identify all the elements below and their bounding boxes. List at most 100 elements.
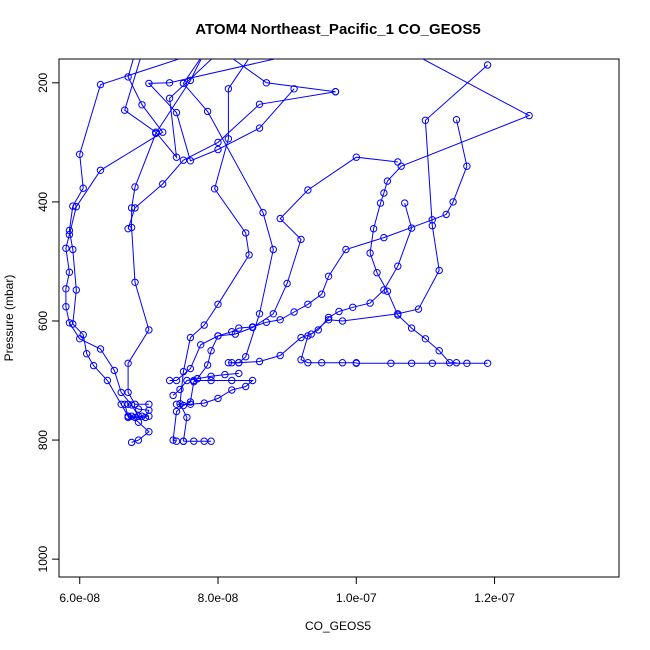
series-line [172, 119, 468, 442]
x-axis-label: CO_GEOS5 [305, 619, 371, 633]
data-point [463, 359, 471, 367]
data-point [373, 269, 381, 277]
data-point [138, 412, 146, 420]
data-point [194, 50, 200, 56]
data-point [214, 138, 222, 147]
data-point [290, 308, 298, 316]
data-point [183, 413, 191, 422]
data-point [134, 436, 143, 444]
series-line [369, 59, 531, 364]
x-tick-label: 6.0e-08 [59, 591, 100, 605]
data-point [290, 85, 298, 93]
data-point [172, 153, 181, 161]
data-point [463, 162, 471, 170]
data-point [69, 245, 77, 254]
data-point [210, 185, 219, 193]
data-point [269, 245, 277, 254]
data-point [297, 235, 305, 244]
data-point [401, 199, 409, 207]
data-point [259, 208, 267, 217]
data-point [176, 385, 184, 394]
data-point [483, 61, 492, 69]
data-point [298, 50, 304, 56]
data-point [172, 407, 181, 416]
data-point [62, 285, 70, 293]
data-point [245, 251, 253, 259]
data-point [124, 413, 132, 422]
data-point [214, 394, 222, 403]
data-point [525, 111, 533, 120]
data-point [435, 347, 443, 355]
data-point [203, 107, 212, 116]
data-point [76, 150, 84, 159]
series-11 [169, 116, 471, 445]
series-line [232, 59, 336, 93]
data-point [376, 199, 385, 207]
data-point [124, 388, 132, 397]
data-point [262, 79, 271, 87]
data-point [242, 353, 250, 361]
data-point [242, 229, 250, 237]
data-point [172, 400, 181, 408]
x-tick-label: 8.0e-08 [198, 591, 239, 605]
data-point [324, 316, 333, 324]
data-point [394, 158, 402, 166]
data-point [131, 278, 139, 286]
data-point [248, 323, 257, 332]
data-point [169, 436, 177, 444]
data-point [214, 145, 222, 154]
data-point [165, 94, 174, 103]
data-point [449, 198, 457, 206]
data-point [190, 437, 198, 445]
data-point [132, 50, 138, 56]
data-point [134, 418, 143, 426]
y-tick-label: 800 [36, 430, 50, 450]
data-point [445, 359, 454, 367]
data-point [235, 369, 243, 378]
data-point [428, 222, 436, 230]
y-tick-label: 1000 [36, 545, 50, 572]
series-12 [165, 153, 402, 385]
series-4 [176, 59, 253, 445]
data-point [79, 184, 87, 192]
series-17 [172, 376, 257, 408]
data-point [103, 376, 112, 385]
data-point [255, 357, 264, 366]
data-point [134, 405, 143, 413]
data-point [169, 391, 177, 400]
data-point [408, 50, 414, 56]
data-point [228, 376, 236, 385]
data-point [207, 347, 215, 355]
series-line [65, 59, 164, 417]
data-point [117, 400, 125, 408]
data-point [255, 310, 264, 318]
series-13 [297, 199, 416, 367]
series-line [147, 59, 295, 162]
data-point [165, 376, 174, 385]
data-point [452, 359, 461, 367]
data-point [352, 153, 360, 161]
data-point [224, 359, 233, 367]
data-point [394, 262, 402, 270]
data-point [79, 331, 87, 339]
data-point [342, 245, 350, 254]
data-point [297, 333, 305, 342]
data-point [124, 359, 132, 367]
data-point [124, 225, 132, 233]
data-point [69, 320, 77, 328]
data-point [200, 399, 208, 407]
plot-frame [58, 58, 620, 578]
data-point [242, 382, 250, 391]
data-point [131, 183, 139, 191]
data-point [172, 108, 181, 117]
data-point [179, 437, 188, 445]
series-2 [124, 59, 202, 408]
data-point [207, 372, 215, 380]
data-point [145, 326, 153, 334]
data-point [62, 244, 70, 253]
data-point [318, 359, 326, 367]
series-3 [145, 50, 304, 165]
data-point [221, 370, 229, 379]
data-point [159, 180, 167, 188]
data-point [407, 324, 416, 332]
